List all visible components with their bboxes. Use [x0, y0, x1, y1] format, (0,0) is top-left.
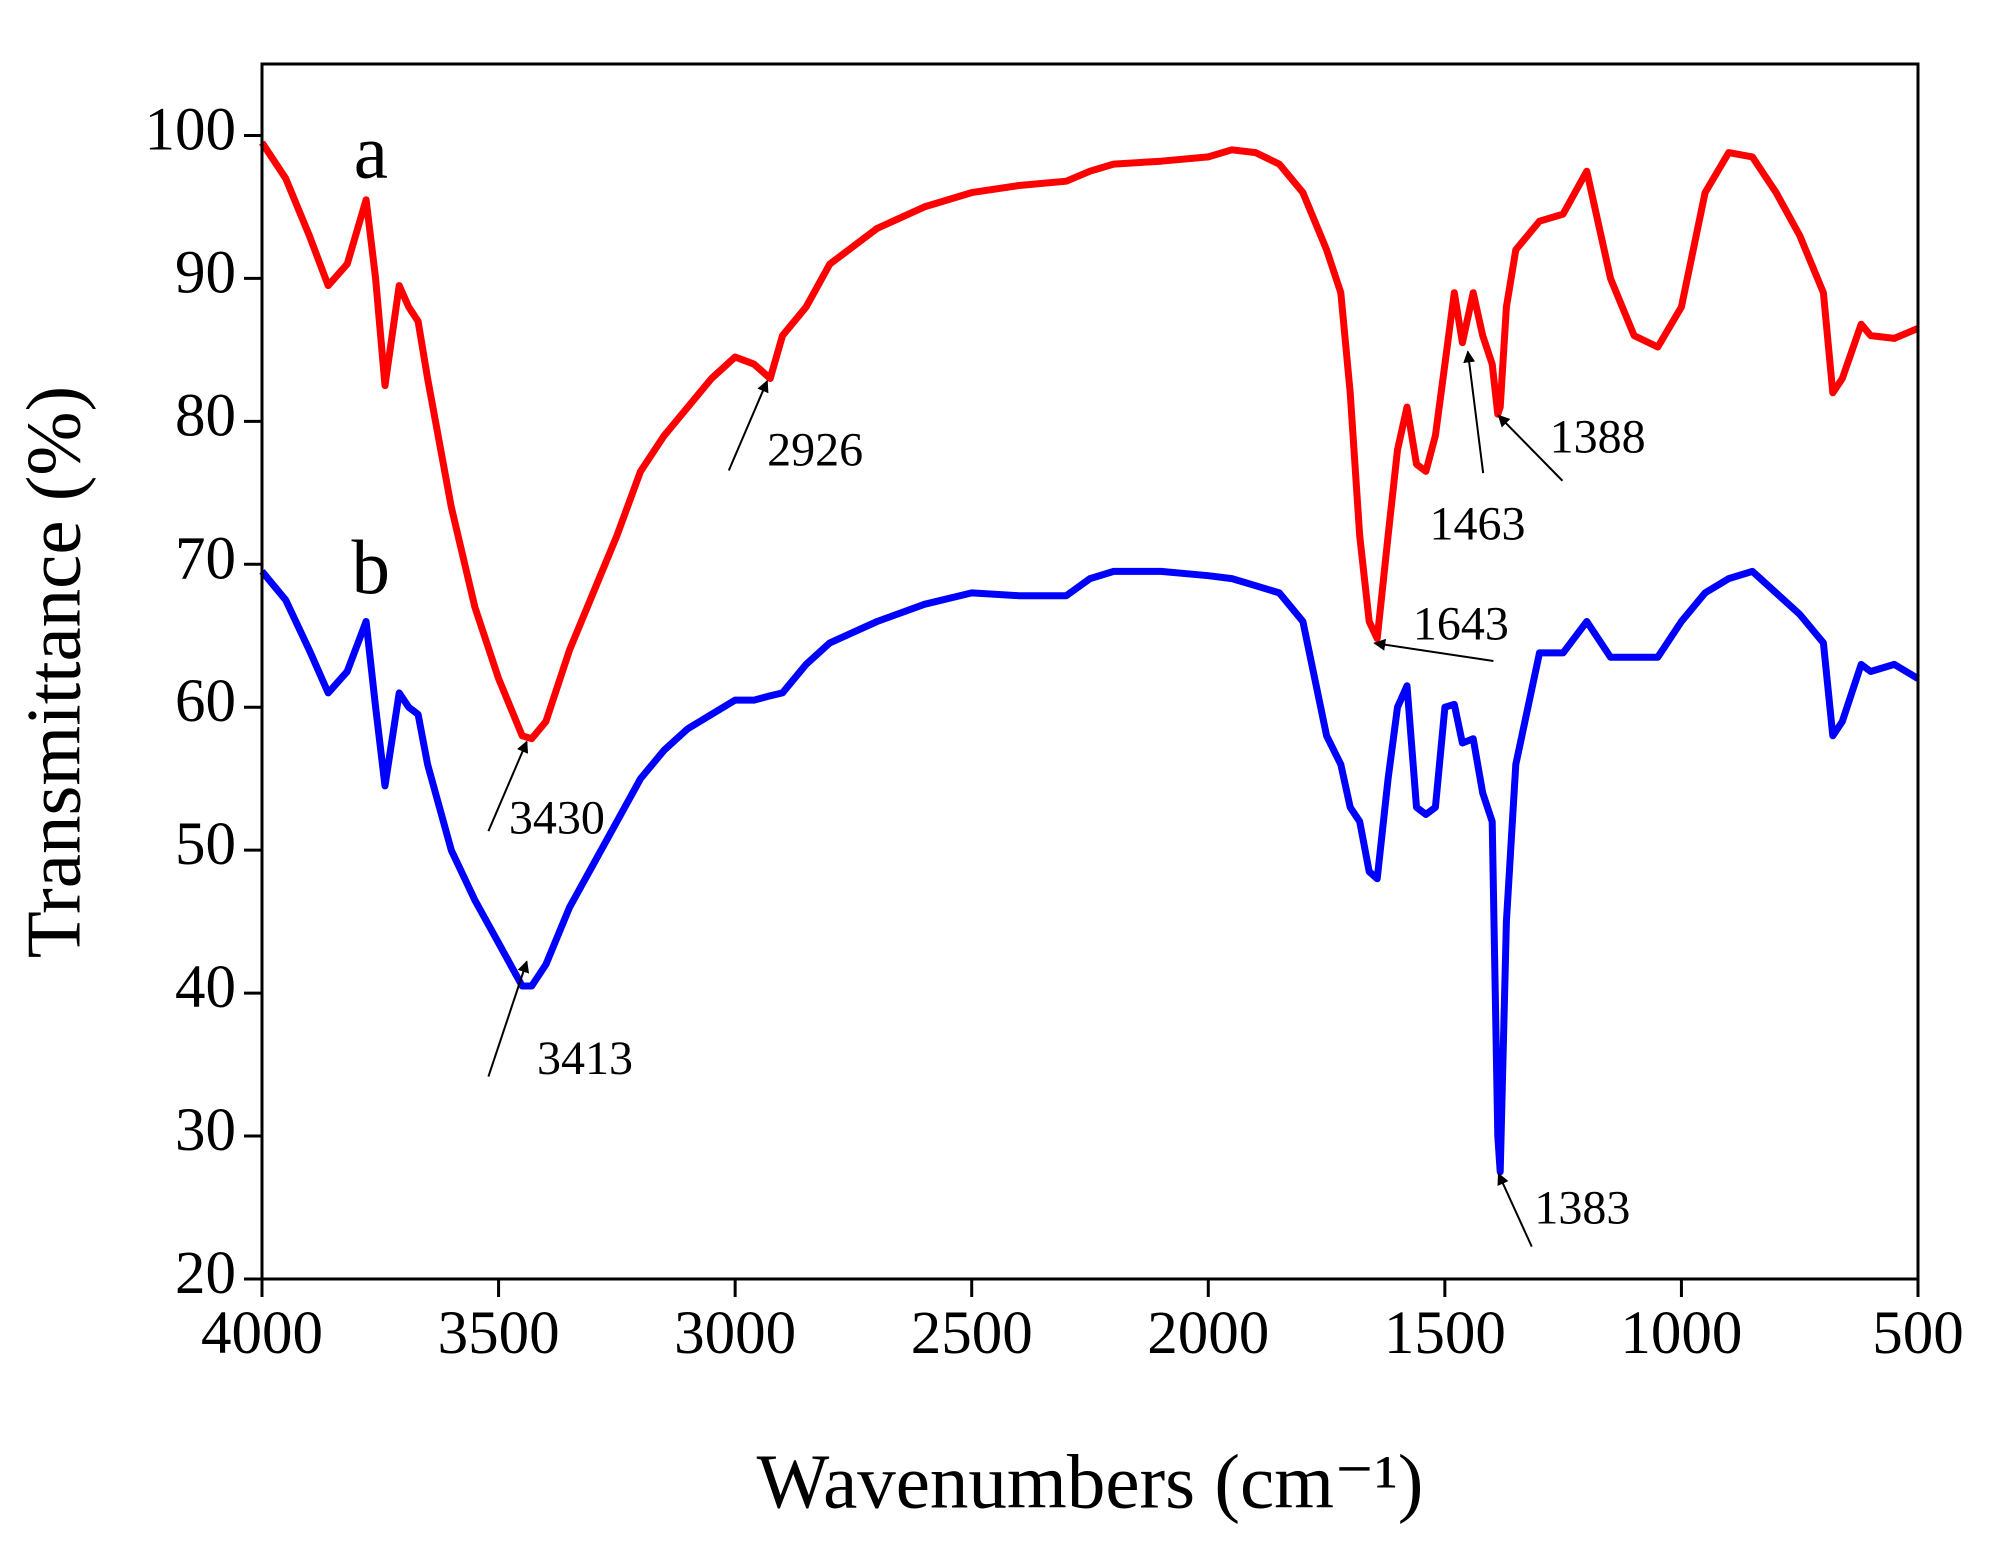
x-tick-label: 3500: [438, 1300, 560, 1367]
x-tick-label: 1000: [1620, 1300, 1742, 1367]
annotation: 1643: [1413, 597, 1509, 650]
x-tick-label: 500: [1872, 1300, 1964, 1367]
y-tick-label: 60: [175, 668, 236, 735]
y-axis-title: Transmittance (%): [11, 386, 97, 958]
y-tick-label: 40: [175, 954, 236, 1021]
annotation: 1383: [1534, 1182, 1630, 1235]
annotation-arrow: [487, 960, 530, 1077]
annotation: 3430: [509, 792, 605, 845]
annotation-arrow: [487, 740, 529, 832]
y-tick-label: 30: [175, 1097, 236, 1164]
series-label: b: [352, 524, 391, 610]
annotation: 1388: [1550, 411, 1646, 464]
annotation-arrow: [727, 379, 769, 471]
y-tick-label: 80: [175, 382, 236, 449]
x-tick-label: 3000: [674, 1300, 796, 1367]
annotation-arrow: [1373, 638, 1494, 663]
y-tick-label: 70: [175, 525, 236, 592]
x-tick-label: 2500: [911, 1300, 1033, 1367]
annotation: 2926: [767, 423, 863, 476]
x-tick-label: 2000: [1147, 1300, 1269, 1367]
annotation-arrow: [1497, 414, 1564, 482]
series-label: a: [354, 108, 388, 194]
x-tick-label: 1500: [1384, 1300, 1506, 1367]
series-line: [259, 567, 1920, 1176]
x-tick-label: 4000: [201, 1300, 323, 1367]
series-line: [259, 140, 1920, 743]
y-tick-label: 100: [145, 96, 237, 163]
y-tick-label: 90: [175, 239, 236, 306]
annotation: 1463: [1429, 498, 1525, 551]
plot-frame: [260, 62, 1920, 1281]
y-tick-label: 20: [175, 1240, 236, 1307]
x-axis-title: Wavenumbers (cm⁻¹): [757, 1439, 1424, 1525]
annotation-arrow: [1497, 1172, 1533, 1248]
annotation-arrow: [1463, 350, 1485, 474]
annotation: 3413: [537, 1032, 633, 1085]
y-tick-label: 50: [175, 811, 236, 878]
